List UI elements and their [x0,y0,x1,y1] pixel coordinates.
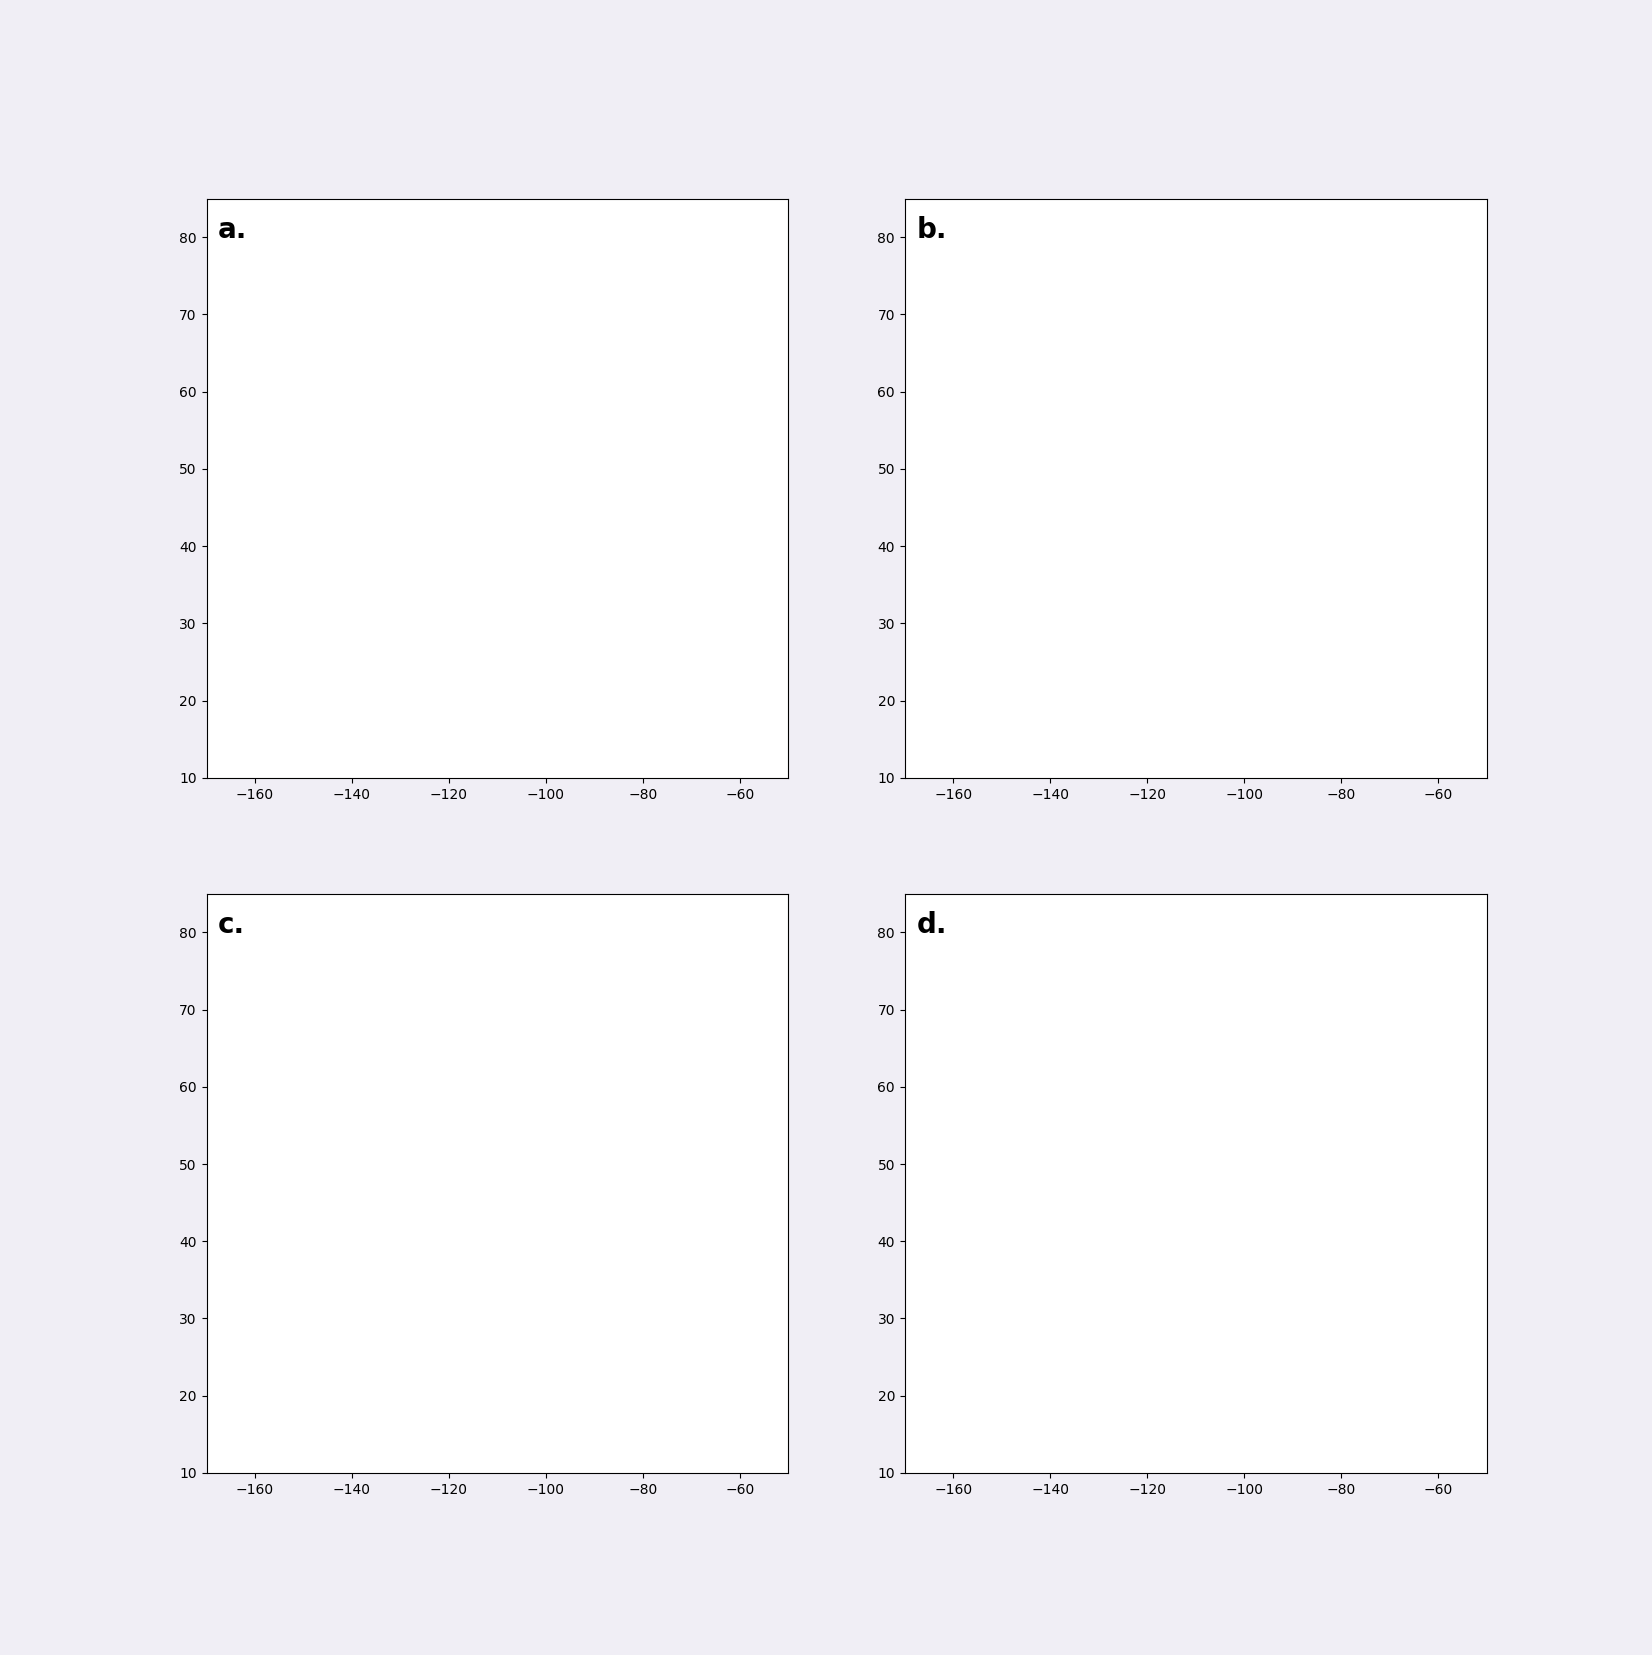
Text: a.: a. [218,215,248,243]
Text: d.: d. [917,910,947,938]
Text: b.: b. [917,215,947,243]
Text: c.: c. [218,910,244,938]
